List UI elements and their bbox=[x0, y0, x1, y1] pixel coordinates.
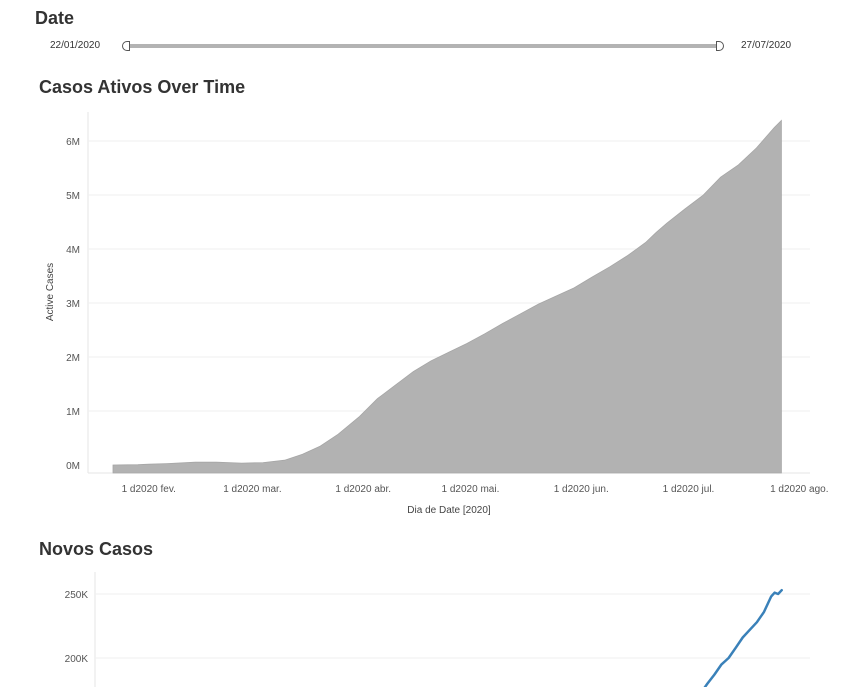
x-axis-title: Dia de Date [2020] bbox=[407, 505, 491, 516]
date-range-end-handle[interactable] bbox=[716, 41, 724, 51]
y-tick-label: 200K bbox=[65, 654, 89, 665]
date-filter-title: Date bbox=[35, 8, 75, 28]
y-axis-title: Active Cases bbox=[45, 263, 56, 321]
x-tick-label: 1 d2020 fev. bbox=[122, 484, 176, 495]
active-cases-chart-title: Casos Ativos Over Time bbox=[39, 77, 246, 97]
date-range-end: 27/07/2020 bbox=[741, 40, 792, 51]
x-tick-label: 1 d2020 mar. bbox=[223, 484, 281, 495]
y-tick-label: 6M bbox=[66, 137, 80, 148]
y-tick-label: 1M bbox=[66, 407, 80, 418]
y-tick-label: 250K bbox=[65, 590, 89, 601]
active-cases-area-chart: 0M 1M 2M 3M 4M 5M 6M 1 d2020 fev. 1 d2020 mar. 1 … bbox=[45, 112, 828, 516]
date-range-start-handle[interactable] bbox=[122, 41, 130, 51]
active-cases-area bbox=[112, 119, 782, 474]
date-range-slider-track[interactable] bbox=[126, 44, 720, 48]
x-tick-label: 1 d2020 jul. bbox=[663, 484, 715, 495]
x-tick-label: 1 d2020 jun. bbox=[554, 484, 609, 495]
y-tick-label: 5M bbox=[66, 191, 80, 202]
y-tick-label: 4M bbox=[66, 245, 80, 256]
new-cases-chart-title: Novos Casos bbox=[39, 539, 154, 559]
x-tick-label: 1 d2020 abr. bbox=[335, 484, 391, 495]
y-tick-label: 3M bbox=[66, 299, 80, 310]
x-tick-label: 1 d2020 ago. bbox=[770, 484, 828, 495]
date-range-start: 22/01/2020 bbox=[50, 40, 101, 51]
x-tick-label: 1 d2020 mai. bbox=[442, 484, 500, 495]
new-cases-series-line bbox=[703, 588, 783, 687]
y-tick-label: 2M bbox=[66, 353, 80, 364]
y-tick-label: 0M bbox=[66, 461, 80, 472]
